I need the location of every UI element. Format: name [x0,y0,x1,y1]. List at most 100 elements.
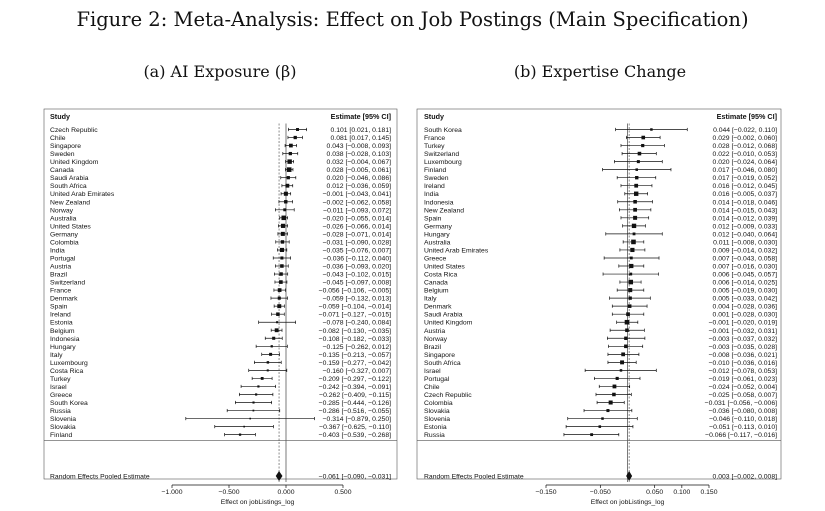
study-row: Germany −0.028 [−0.071, 0.014] [50,231,391,238]
x-tick-label: −0.500 [219,489,240,496]
estimate-label: 0.011 [−0.008, 0.030] [713,239,777,246]
estimate-label: −0.367 [−0.625, −0.110] [319,424,391,431]
estimate-label: 0.038 [−0.028, 0.103] [327,151,392,158]
study-row: Canada 0.006 [−0.014, 0.025] [424,280,777,287]
column-header-estimate: Estimate [95% CI] [331,112,391,121]
point-estimate-square [252,401,255,404]
estimate-label: 0.007 [−0.016, 0.030] [713,264,778,271]
point-estimate-square [238,433,242,436]
point-estimate-square [631,239,636,245]
study-row: South Korea 0.044 [−0.022, 0.110] [424,127,777,134]
study-row: Czech Republic −0.025 [−0.058, 0.007] [424,392,777,399]
point-estimate-square [633,207,637,212]
point-estimate-square [637,151,642,156]
estimate-label: 0.006 [−0.014, 0.025] [713,280,778,287]
point-estimate-square [280,240,285,244]
estimate-label: −0.242 [−0.394, −0.091] [319,384,391,391]
pooled-estimate-label: −0.061 [−0.090, −0.031] [319,474,391,481]
study-row: Brazil −0.043 [−0.102, 0.015] [50,272,391,279]
estimate-label: −0.051 [−0.113, 0.010] [709,424,777,431]
point-estimate-square [619,369,623,372]
study-name: Austria [50,264,71,271]
estimate-label: 0.014 [−0.012, 0.039] [713,215,778,222]
study-name: Singapore [50,143,81,150]
study-name: Finland [50,432,73,439]
point-estimate-square [276,312,280,316]
study-row: Switzerland 0.022 [−0.010, 0.053] [424,151,777,158]
estimate-label: −0.001 [−0.032, 0.031] [709,328,778,335]
point-estimate-square [634,191,639,196]
study-name: Slovenia [424,416,450,423]
study-name: Costa Rica [424,272,457,279]
study-name: Hungary [50,344,76,351]
panel-frame [43,108,398,480]
estimate-label: −0.010 [−0.036, 0.016] [709,360,778,367]
study-name: Indonesia [424,199,454,206]
estimate-label: 0.009 [−0.014, 0.032] [713,247,778,254]
study-row: India −0.035 [−0.076, 0.007] [50,247,391,254]
point-estimate-square [243,425,245,428]
study-row: France 0.029 [−0.002, 0.060] [424,135,777,142]
study-name: Portugal [50,255,76,262]
study-name: Portugal [424,376,450,383]
study-name: Saudi Arabia [50,175,89,182]
x-tick-label: −1.000 [162,489,183,496]
estimate-label: −0.001 [−0.043, 0.041] [323,191,392,198]
x-tick-label: −0.050 [590,489,611,496]
study-name: Colombia [50,239,79,246]
study-name: Ireland [50,312,71,319]
point-estimate-square [626,312,630,317]
study-name: France [50,288,71,295]
study-name: India [50,247,65,254]
estimate-label: −0.262 [−0.409, −0.115] [319,392,391,399]
study-row: Ireland 0.016 [−0.012, 0.045] [424,183,777,190]
estimate-label: 0.007 [−0.043, 0.058] [713,255,778,262]
panel-a-title: (a) AI Exposure (β) [143,62,297,81]
study-row: Brazil −0.003 [−0.035, 0.028] [424,344,777,351]
study-row: Saudi Arabia 0.001 [−0.028, 0.030] [424,312,777,319]
point-estimate-square [266,361,270,364]
estimate-label: −0.071 [−0.127, −0.015] [319,312,391,319]
x-tick-label: 0.500 [334,489,351,496]
study-row: Russia −0.066 [−0.117, −0.016] [424,432,777,439]
estimate-label: −0.001 [−0.020, 0.019] [709,320,778,327]
study-row: Slovakia −0.367 [−0.625, −0.110] [50,424,391,431]
study-row: Ireland −0.071 [−0.127, −0.015] [50,312,391,319]
point-estimate-square [625,328,629,333]
estimate-label: −0.108 [−0.182, −0.033] [319,336,391,343]
point-estimate-square [279,247,285,253]
x-tick-label: 0.050 [646,489,663,496]
point-estimate-square [620,360,625,365]
study-row: Turkey −0.209 [−0.297, −0.122] [50,376,391,383]
point-estimate-square [277,304,282,309]
column-header-study: Study [424,112,444,121]
study-name: Chile [50,135,66,142]
estimate-label: −0.135 [−0.213, −0.057] [319,352,391,359]
estimate-label: 0.022 [−0.010, 0.053] [713,151,778,158]
column-header-study: Study [50,112,70,121]
point-estimate-square [601,417,604,420]
point-estimate-square [249,417,252,420]
study-name: Greece [50,392,73,399]
study-name: Sweden [424,175,449,182]
pooled-row: Random Effects Pooled Estimate −0.061 [−0… [50,471,391,481]
study-name: Belgium [50,328,75,335]
study-row: Estonia −0.078 [−0.240, 0.084] [50,320,391,327]
x-axis: −0.150 −0.050 0.050 0.100 0.150 Effect on job… [536,484,718,506]
study-name: Ireland [424,183,445,190]
estimate-label: 0.012 [−0.036, 0.059] [327,183,392,190]
study-name: United States [424,264,465,271]
estimate-label: −0.056 [−0.106, −0.005] [319,288,391,295]
point-estimate-square [612,384,617,389]
point-estimate-square [276,321,279,324]
study-row: Greece 0.007 [−0.043, 0.058] [424,255,777,262]
study-name: Norway [50,207,74,214]
column-header-estimate: Estimate [95% CI] [717,112,777,121]
point-estimate-square [293,135,297,140]
study-row: Russia −0.286 [−0.516, −0.055] [50,408,391,415]
point-estimate-square [285,183,290,188]
forest-panel-b: Study Estimate [95% CI] South Korea 0.044 [… [416,108,782,506]
study-row: United Arab Emirates −0.001 [−0.043, 0.04… [50,191,391,198]
estimate-label: 0.005 [−0.033, 0.042] [713,296,778,303]
point-estimate-square [283,208,287,212]
